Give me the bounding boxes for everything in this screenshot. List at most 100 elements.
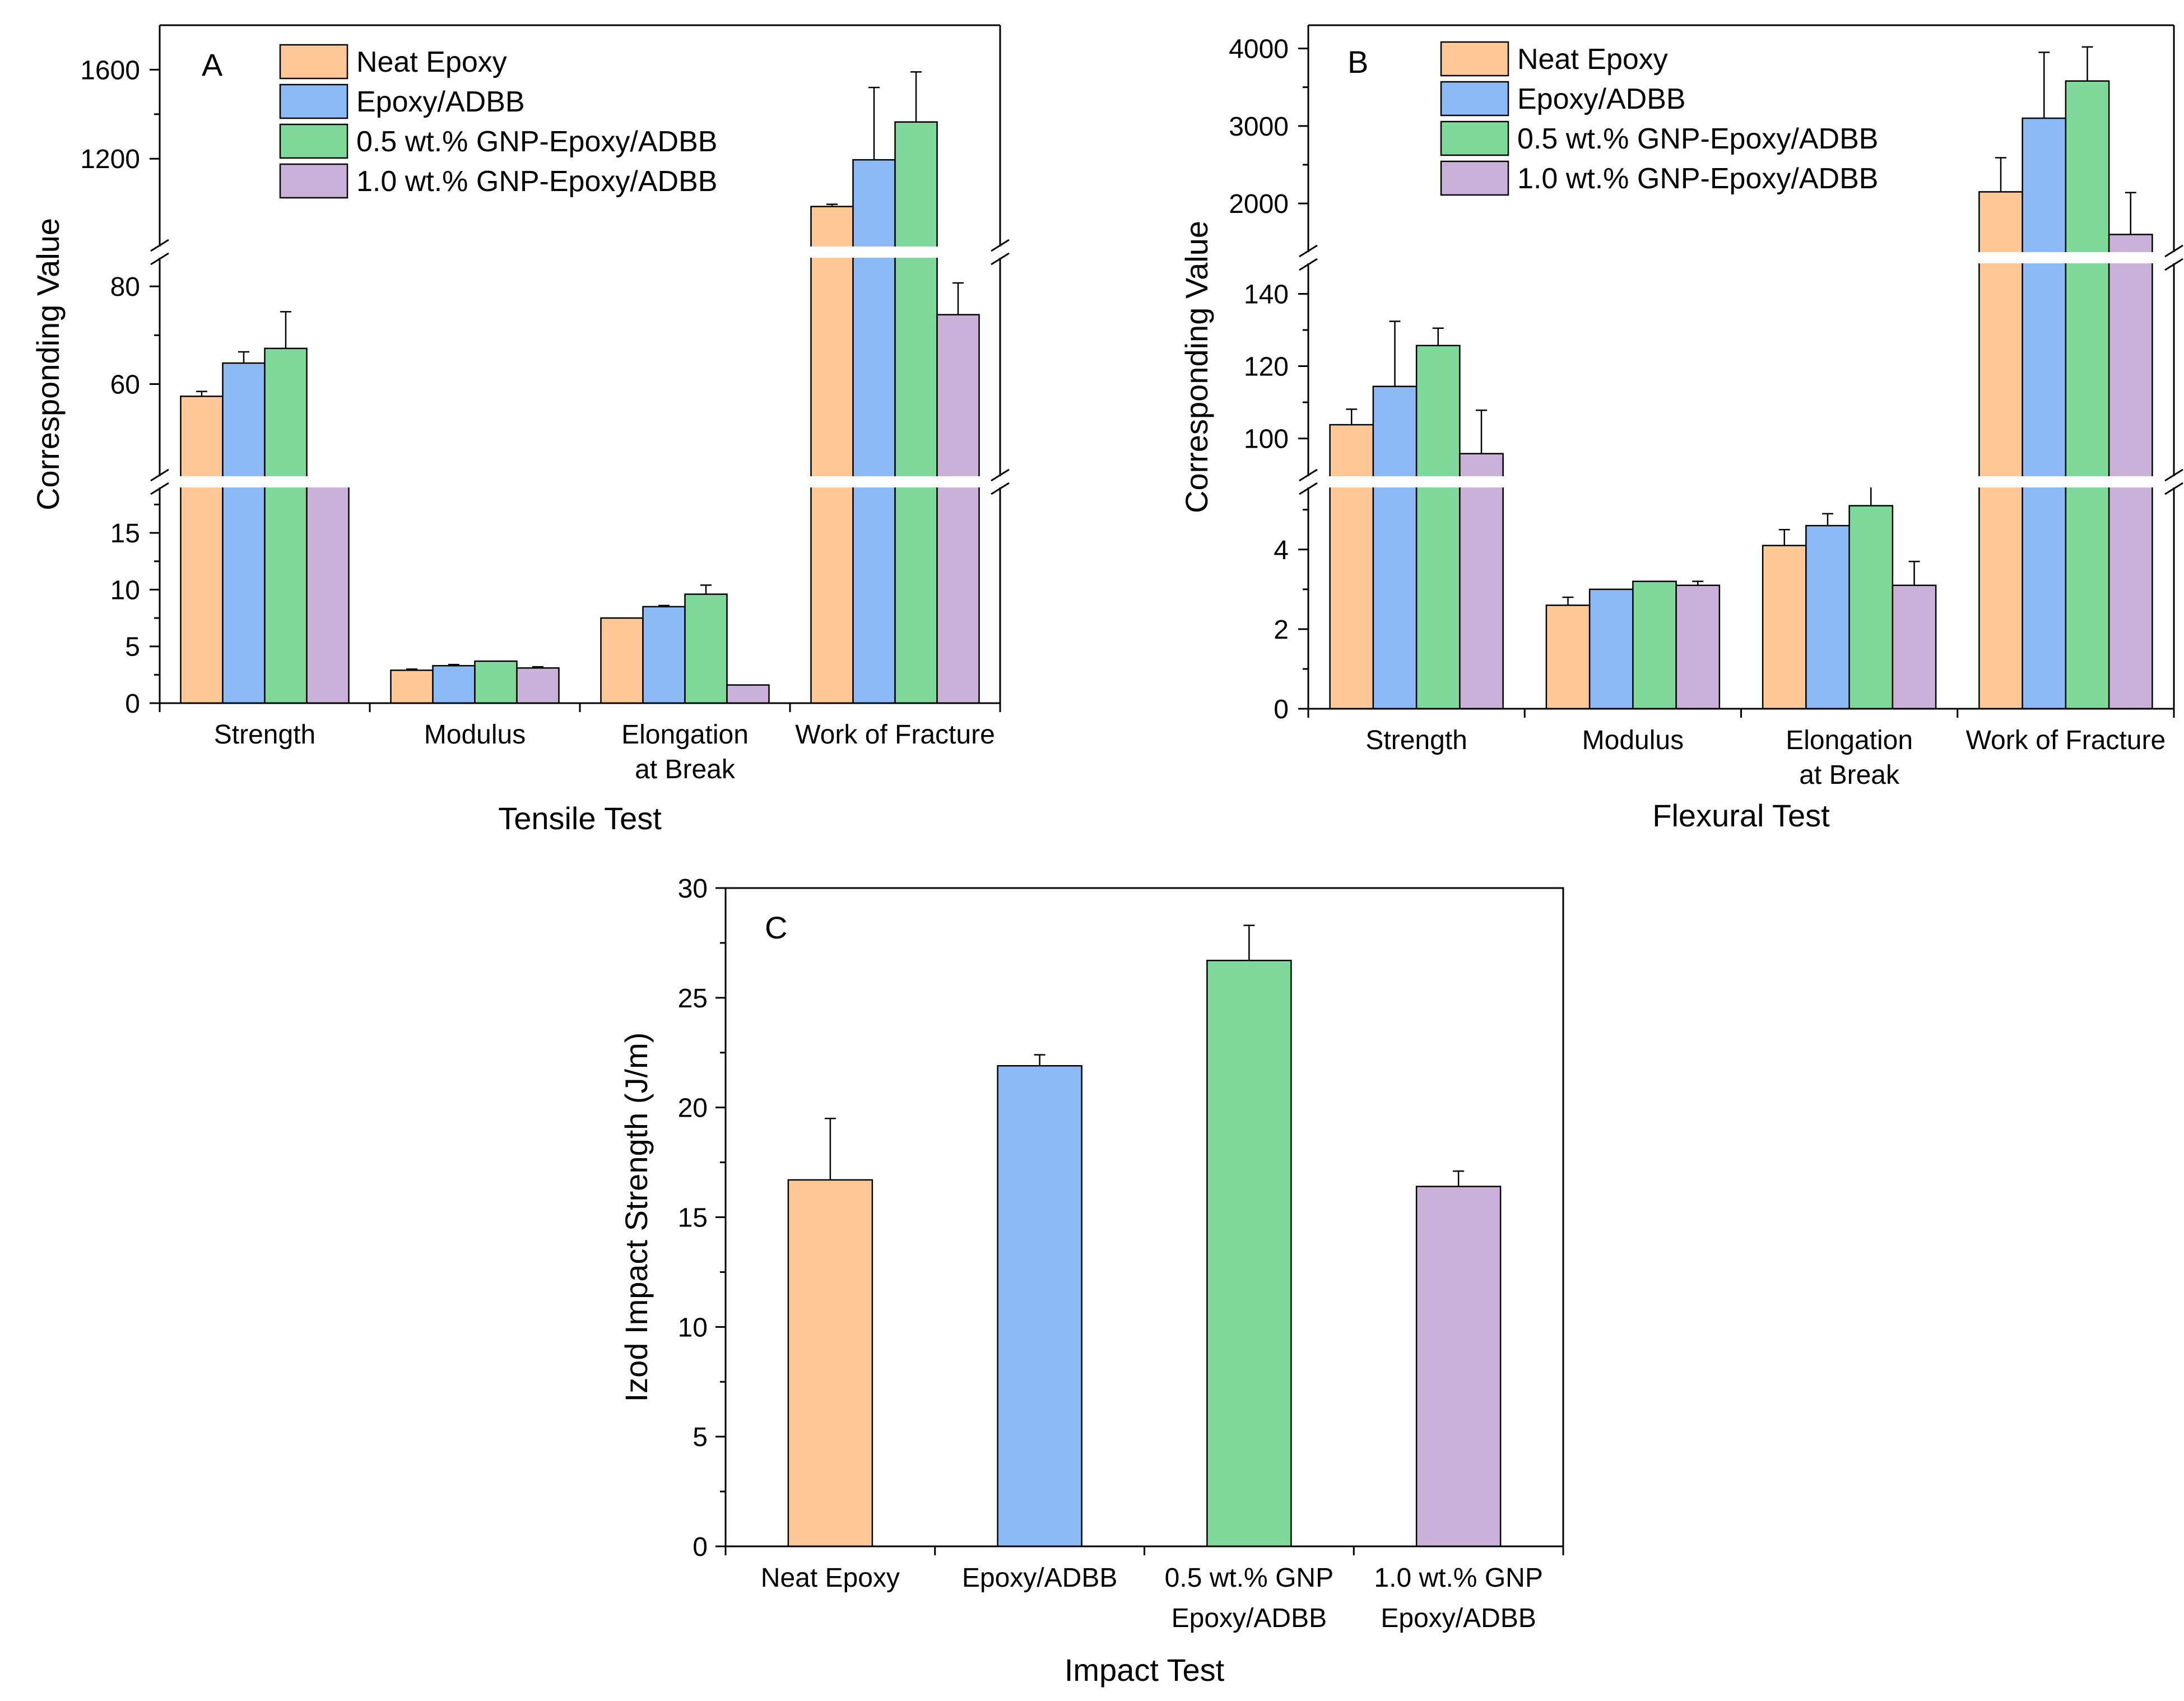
bar-gnp_05-0: [1415, 345, 1461, 710]
legend-swatch: [279, 44, 348, 80]
y-tick-label: 10: [678, 1313, 708, 1342]
bar-neat_epoxy-2: [1762, 545, 1807, 710]
bar-neat_epoxy-0: [180, 396, 224, 704]
x-category-label: Strength: [1365, 726, 1467, 755]
bar-neat_epoxy: [787, 1179, 873, 1547]
axis-break-band: [1297, 252, 2184, 263]
y-axis-title: Izod Impact Strength (J/m): [619, 1033, 654, 1402]
bar-epoxy_adbb-2: [642, 606, 686, 704]
bar-gnp_05: [1206, 960, 1292, 1547]
bar-neat_epoxy-3: [810, 206, 854, 704]
y-tick-label: 2000: [1229, 189, 1289, 219]
bar-epoxy_adbb-0: [222, 362, 266, 704]
legend-swatch: [1440, 41, 1509, 77]
panel-c: 0 5 10 15 20 25 30 Neat Epoxy Epoxy/ADBB 0.5 wt.%…: [619, 874, 1564, 1688]
axis-break-mark: [1299, 244, 1318, 258]
bar-gnp_05-3: [894, 121, 938, 704]
legend-label: 0.5 wt.% GNP-Epoxy/ADBB: [356, 126, 717, 158]
panel-label: B: [1347, 44, 1368, 80]
axis-break-mark: [991, 468, 1010, 482]
axis-break-mark: [2164, 258, 2183, 271]
axis-break-mark: [2164, 482, 2183, 495]
legend-swatch: [279, 123, 348, 159]
bar-gnp_10: [1415, 1186, 1502, 1547]
axis-break-mark: [1299, 258, 1318, 271]
y-tick-label: 5: [693, 1423, 708, 1452]
y-tick-label: 5: [125, 633, 140, 662]
axis-break-mark: [150, 482, 169, 495]
x-axis-title: Tensile Test: [498, 801, 662, 836]
y-tick-label: 30: [678, 874, 708, 904]
bar-gnp_05-1: [1632, 580, 1677, 710]
y-tick-label: 1600: [80, 55, 140, 85]
bar-gnp_05-2: [1848, 505, 1894, 710]
y-tick-label: 80: [110, 272, 140, 302]
legend-label: 1.0 wt.% GNP-Epoxy/ADBB: [356, 165, 717, 198]
legend-label: Neat Epoxy: [1517, 43, 1668, 76]
bar-neat_epoxy-3: [1978, 191, 2023, 710]
legend-label: 0.5 wt.% GNP-Epoxy/ADBB: [1517, 123, 1878, 155]
panel-b: 0 2 4 100 120 140 2000 3000 4000 Strength Modulus E…: [1179, 24, 2184, 833]
x-category-label: Modulus: [1582, 726, 1684, 755]
panel-label: C: [765, 910, 787, 945]
y-tick-label: 3000: [1229, 112, 1289, 142]
bar-gnp_10-1: [516, 667, 560, 704]
bar-gnp_10-2: [1892, 584, 1937, 710]
bar-epoxy_adbb-0: [1372, 385, 1418, 710]
x-category-label: Elongation at Break: [1786, 726, 1913, 790]
axis-break-mark: [2164, 244, 2183, 258]
legend-label: 1.0 wt.% GNP-Epoxy/ADBB: [1517, 162, 1878, 195]
legend-swatch: [279, 163, 348, 199]
axis-break-mark: [991, 482, 1010, 495]
x-category-label: Elongation at Break: [621, 720, 749, 784]
legend-swatch: [279, 83, 348, 119]
bar-neat_epoxy-2: [600, 617, 644, 704]
y-tick-label: 15: [110, 519, 140, 549]
x-category-label: Work of Fracture: [795, 720, 995, 750]
axis-break-band: [148, 247, 1011, 258]
y-tick-label: 10: [110, 575, 140, 605]
bar-gnp_05-2: [684, 593, 728, 704]
bar-gnp_05-0: [264, 347, 308, 704]
bar-epoxy_adbb-1: [1588, 588, 1634, 710]
bar-gnp_10-2: [726, 684, 770, 704]
x-axis-title: Flexural Test: [1652, 798, 1830, 833]
bar-epoxy_adbb-3: [852, 159, 896, 704]
y-tick-label: 100: [1244, 425, 1289, 454]
bar-gnp_05-1: [474, 660, 518, 704]
y-tick-label: 140: [1244, 280, 1289, 310]
y-tick-label: 4000: [1229, 35, 1289, 64]
bar-neat_epoxy-0: [1329, 424, 1374, 710]
bar-epoxy_adbb-3: [2022, 117, 2067, 710]
axis-break-mark: [991, 239, 1010, 252]
axis-break-mark: [991, 252, 1010, 266]
panel-label: A: [202, 47, 223, 82]
bar-gnp_10-3: [936, 314, 980, 704]
axis-break-mark: [150, 239, 169, 252]
bar-gnp_10-3: [2108, 234, 2153, 710]
x-category-label: Strength: [214, 720, 315, 750]
bar-neat_epoxy-1: [390, 670, 434, 704]
bar-epoxy_adbb-2: [1805, 524, 1850, 710]
axis-break-band: [1297, 476, 2184, 487]
x-axis-title: Impact Test: [1065, 1652, 1225, 1688]
legend-swatch: [1440, 160, 1509, 196]
x-category-label: 1.0 wt.% GNP Epoxy/ADBB: [1374, 1563, 1542, 1633]
bar-epoxy_adbb: [997, 1065, 1082, 1547]
legend-swatch: [1440, 120, 1509, 156]
axis-break-mark: [2164, 468, 2183, 482]
bar-gnp_10-0: [1459, 453, 1504, 710]
x-category-label: Epoxy/ADBB: [962, 1563, 1117, 1593]
axis-break-mark: [1299, 482, 1318, 495]
bar-gnp_10-0: [306, 483, 350, 704]
bar-neat_epoxy-1: [1545, 605, 1591, 710]
y-tick-label: 15: [678, 1203, 708, 1233]
x-category-label: 0.5 wt.% GNP Epoxy/ADBB: [1165, 1563, 1333, 1633]
y-tick-label: 1200: [80, 145, 140, 174]
axis-break-mark: [150, 468, 169, 482]
y-axis-title: Corresponding Value: [1179, 221, 1214, 513]
legend-swatch: [1440, 81, 1509, 117]
axis-break-band: [148, 476, 1011, 487]
